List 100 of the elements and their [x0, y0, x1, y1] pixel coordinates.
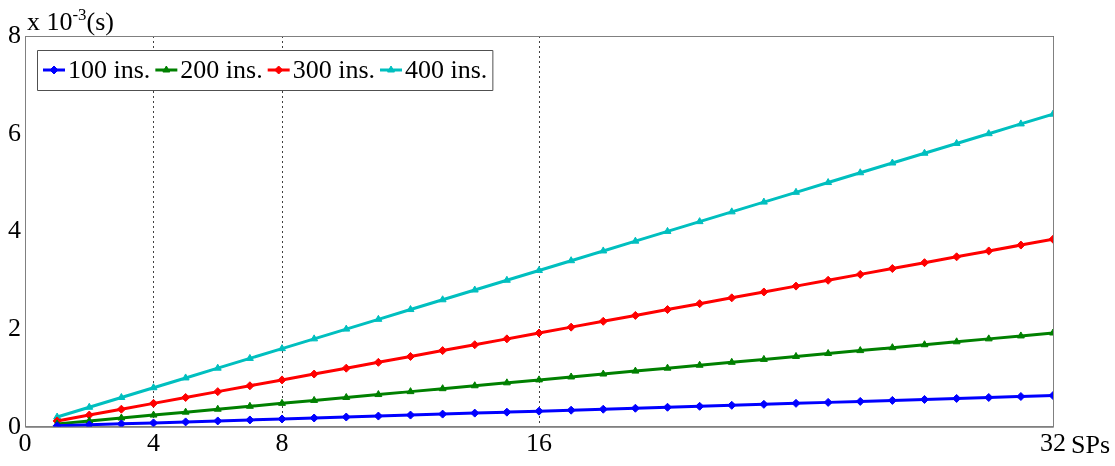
point: [920, 340, 929, 348]
point: [245, 401, 254, 409]
point: [149, 383, 158, 391]
point: [213, 363, 222, 371]
point: [727, 293, 737, 303]
point: [727, 207, 736, 215]
point: [277, 375, 287, 385]
legend-label: 400 ins.: [405, 54, 488, 84]
point: [630, 310, 640, 320]
point: [984, 392, 994, 402]
legend-label: 300 ins.: [292, 54, 376, 84]
point: [759, 399, 769, 409]
point: [566, 322, 576, 332]
point: [149, 410, 158, 418]
point: [470, 285, 479, 293]
x-tick-label: 32: [1040, 428, 1066, 458]
point: [149, 418, 158, 427]
point: [310, 334, 319, 342]
point: [470, 340, 480, 350]
point: [181, 373, 190, 381]
point: [598, 316, 608, 326]
point: [663, 402, 672, 412]
point: [695, 217, 704, 225]
point: [984, 129, 993, 137]
point: [373, 357, 383, 367]
point: [567, 372, 576, 380]
point: [117, 413, 126, 421]
point: [759, 197, 768, 205]
point: [342, 324, 351, 332]
point: [181, 407, 190, 415]
y-tick-label: 6: [8, 117, 21, 147]
point: [824, 349, 833, 357]
point: [1016, 331, 1025, 339]
x-tick-label: 16: [526, 428, 552, 458]
point: [116, 404, 126, 414]
x-tick-label: 4: [147, 428, 160, 458]
point: [984, 246, 994, 256]
point: [374, 314, 383, 322]
point: [824, 178, 833, 186]
point: [1016, 392, 1026, 402]
point: [341, 363, 351, 373]
point: [888, 343, 897, 351]
point: [406, 305, 415, 313]
point: [855, 396, 865, 406]
point: [663, 305, 672, 315]
point: [1016, 240, 1026, 250]
x-tick-label: 8: [275, 428, 289, 458]
point: [534, 328, 544, 338]
point: [856, 346, 865, 354]
point: [438, 346, 448, 356]
point: [823, 397, 833, 407]
point: [502, 275, 511, 283]
point: [213, 387, 223, 397]
point: [567, 256, 576, 264]
point: [374, 390, 383, 398]
point: [631, 366, 640, 374]
point: [278, 344, 286, 352]
point: [599, 246, 608, 254]
point: [117, 392, 126, 400]
y-tick-label: 8: [8, 19, 21, 49]
y-tick-label: 2: [8, 312, 21, 342]
point: [310, 395, 319, 403]
point: [1016, 119, 1025, 127]
point: [695, 360, 704, 368]
point: [534, 406, 544, 416]
point: [406, 351, 415, 361]
point: [181, 392, 191, 402]
point: [245, 353, 254, 361]
point: [438, 295, 447, 303]
point: [759, 354, 768, 362]
point: [952, 252, 962, 262]
point: [920, 258, 929, 268]
point: [792, 187, 800, 195]
point: [470, 381, 479, 389]
point: [856, 168, 865, 176]
point: [535, 265, 543, 273]
point: [631, 236, 640, 244]
point: [887, 395, 897, 405]
point: [502, 378, 511, 386]
point: [888, 158, 897, 166]
point: [920, 394, 929, 404]
point: [663, 226, 672, 234]
point: [149, 398, 158, 408]
point: [791, 398, 801, 408]
point: [502, 334, 512, 344]
point: [535, 375, 543, 383]
y-tick-label: 4: [8, 215, 21, 245]
point: [245, 381, 255, 391]
point: [855, 269, 865, 279]
point: [342, 392, 351, 400]
x-axis-title: SPs: [1071, 429, 1111, 459]
point: [727, 357, 736, 365]
point: [278, 398, 286, 406]
point: [759, 287, 769, 297]
legend-label: 200 ins.: [180, 54, 263, 84]
point: [695, 299, 705, 309]
point: [792, 351, 800, 359]
point: [920, 148, 929, 156]
point: [823, 275, 833, 285]
point: [406, 410, 415, 420]
